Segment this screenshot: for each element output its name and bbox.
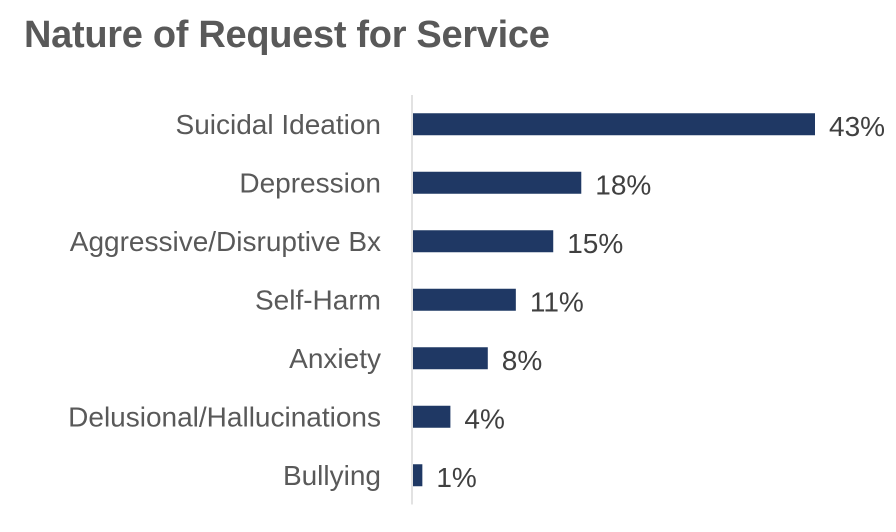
data-label: 18% bbox=[595, 169, 651, 200]
bar bbox=[413, 288, 516, 311]
data-label: 8% bbox=[502, 345, 542, 376]
category-label: Aggressive/Disruptive Bx bbox=[70, 226, 381, 257]
bars bbox=[413, 113, 815, 487]
bar bbox=[413, 230, 554, 253]
bar bbox=[413, 464, 423, 487]
category-label: Bullying bbox=[283, 460, 381, 491]
data-label: 4% bbox=[464, 403, 504, 434]
data-label: 15% bbox=[567, 228, 623, 259]
category-label: Anxiety bbox=[289, 343, 381, 374]
category-labels: Suicidal Ideation Depression Aggressive/Di… bbox=[68, 109, 381, 491]
category-label: Self-Harm bbox=[255, 284, 381, 315]
category-label: Depression bbox=[239, 167, 381, 198]
value-labels: 43% 18% 15% 11% 8% 4% 1% bbox=[436, 111, 885, 493]
chart-title: Nature of Request for Service bbox=[24, 14, 550, 56]
data-label: 11% bbox=[530, 286, 584, 317]
bar bbox=[413, 347, 488, 370]
bar bbox=[413, 171, 582, 194]
data-label: 43% bbox=[829, 111, 885, 142]
bar bbox=[413, 113, 815, 136]
data-label: 1% bbox=[436, 462, 476, 493]
bar bbox=[413, 405, 451, 428]
category-label: Suicidal Ideation bbox=[176, 109, 381, 140]
category-label: Delusional/Hallucinations bbox=[68, 401, 381, 432]
